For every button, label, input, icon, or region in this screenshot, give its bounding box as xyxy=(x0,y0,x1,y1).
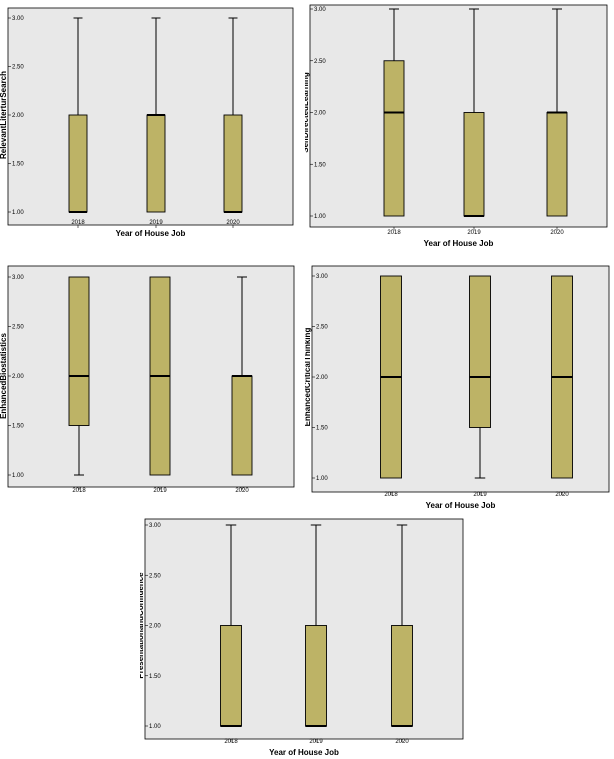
boxplot-enhanced-biostatistics: 1.00 1.50 2.00 2.50 3.00 2018 2019 2020 Enhanced… xyxy=(0,265,295,494)
box-iqr xyxy=(463,112,485,217)
y-tick-label: 1.00 xyxy=(149,724,161,730)
x-axis-title: Year of House Job xyxy=(116,229,186,238)
y-tick-label: 1.50 xyxy=(149,674,161,680)
x-axis-title: Year of House Job xyxy=(426,501,496,510)
y-axis-title: EnhancedBiostatistics xyxy=(0,333,8,419)
y-tick-label: 3.00 xyxy=(314,7,326,13)
y-tick-label: 2.50 xyxy=(316,325,328,331)
y-tick-label: 1.50 xyxy=(12,424,24,430)
x-tick-label: 2018 xyxy=(71,220,85,226)
y-tick-label: 2.50 xyxy=(314,59,326,65)
box-2020 xyxy=(551,275,573,479)
y-tick-label: 1.00 xyxy=(314,214,326,220)
y-tick-label: 2.50 xyxy=(12,325,24,331)
x-axis-title: Year of House Job xyxy=(269,748,339,757)
x-tick-label: 2020 xyxy=(555,492,569,498)
box-iqr xyxy=(469,275,491,428)
x-tick-label: 2018 xyxy=(384,492,398,498)
box-2020 xyxy=(391,524,413,727)
box-iqr xyxy=(220,625,242,727)
box-iqr xyxy=(305,625,327,727)
box-2020 xyxy=(231,276,253,476)
x-tick-label: 2018 xyxy=(387,230,401,236)
boxplot-enhanced-critical-thinking: 1.00 1.50 2.00 2.50 3.00 2018 2019 2020 Year of … xyxy=(305,265,610,510)
y-tick-label: 2.50 xyxy=(149,573,161,579)
y-tick-label: 3.00 xyxy=(12,275,24,281)
box-2019 xyxy=(149,276,171,476)
y-tick-label: 2.00 xyxy=(12,374,24,380)
x-tick-label: 2019 xyxy=(153,488,167,494)
box-iqr xyxy=(68,114,88,213)
boxplot-relevant-literature-search: 1.00 1.50 2.00 2.50 3.00 2018 2019 2020 Year of … xyxy=(0,7,294,238)
box-2018 xyxy=(383,8,405,217)
y-axis-title: RelevantLiterturSearch xyxy=(0,71,8,159)
x-tick-label: 2019 xyxy=(467,230,481,236)
x-tick-label: 2020 xyxy=(395,739,409,745)
x-tick-label: 2019 xyxy=(149,220,163,226)
boxplot-presentation-and-confidence: 1.00 1.50 2.00 2.50 3.00 2018 2019 2020 Year of … xyxy=(140,518,464,757)
y-tick-label: 1.00 xyxy=(12,210,24,216)
box-iqr xyxy=(223,114,243,213)
y-tick-label: 3.00 xyxy=(316,274,328,280)
box-2019 xyxy=(305,524,327,727)
box-iqr xyxy=(68,276,90,426)
y-tick-label: 2.00 xyxy=(316,375,328,381)
x-tick-label: 2019 xyxy=(309,739,323,745)
box-2018 xyxy=(68,276,90,476)
box-iqr xyxy=(391,625,413,727)
x-axis-title: Year of House Job xyxy=(424,239,494,248)
box-2018 xyxy=(220,524,242,727)
x-tick-label: 2018 xyxy=(224,739,238,745)
box-2020 xyxy=(546,8,568,217)
y-axis-title: PresentationandConfidence xyxy=(140,572,145,679)
box-2020 xyxy=(223,17,243,213)
box-2019 xyxy=(146,17,166,213)
y-axis-title: SelfDirectedLearning xyxy=(305,72,310,153)
plot-area xyxy=(144,518,464,740)
y-tick-label: 2.00 xyxy=(314,111,326,117)
box-iqr xyxy=(383,60,405,217)
box-iqr xyxy=(546,112,568,217)
box-2019 xyxy=(463,8,485,217)
x-tick-label: 2020 xyxy=(550,230,564,236)
x-tick-label: 2020 xyxy=(226,220,240,226)
y-tick-label: 1.50 xyxy=(316,426,328,432)
box-2019 xyxy=(469,275,491,479)
y-axis-title: EnhancedCriticalThinking xyxy=(305,328,312,427)
x-tick-label: 2019 xyxy=(473,492,487,498)
box-iqr xyxy=(146,114,166,213)
y-tick-label: 1.50 xyxy=(12,162,24,168)
x-tick-label: 2020 xyxy=(235,488,249,494)
boxplot-self-directed-learning: 1.00 1.50 2.00 2.50 3.00 2018 2019 2020 Year of … xyxy=(305,4,608,248)
x-tick-label: 2018 xyxy=(72,488,86,494)
y-tick-label: 3.00 xyxy=(12,16,24,22)
box-2018 xyxy=(68,17,88,213)
box-2018 xyxy=(380,275,402,479)
y-tick-label: 1.50 xyxy=(314,162,326,168)
box-iqr xyxy=(231,375,253,476)
y-tick-label: 2.50 xyxy=(12,65,24,71)
y-tick-label: 1.00 xyxy=(12,473,24,479)
y-tick-label: 2.00 xyxy=(149,624,161,630)
y-tick-label: 3.00 xyxy=(149,523,161,529)
y-tick-label: 2.00 xyxy=(12,113,24,119)
y-tick-label: 1.00 xyxy=(316,476,328,482)
